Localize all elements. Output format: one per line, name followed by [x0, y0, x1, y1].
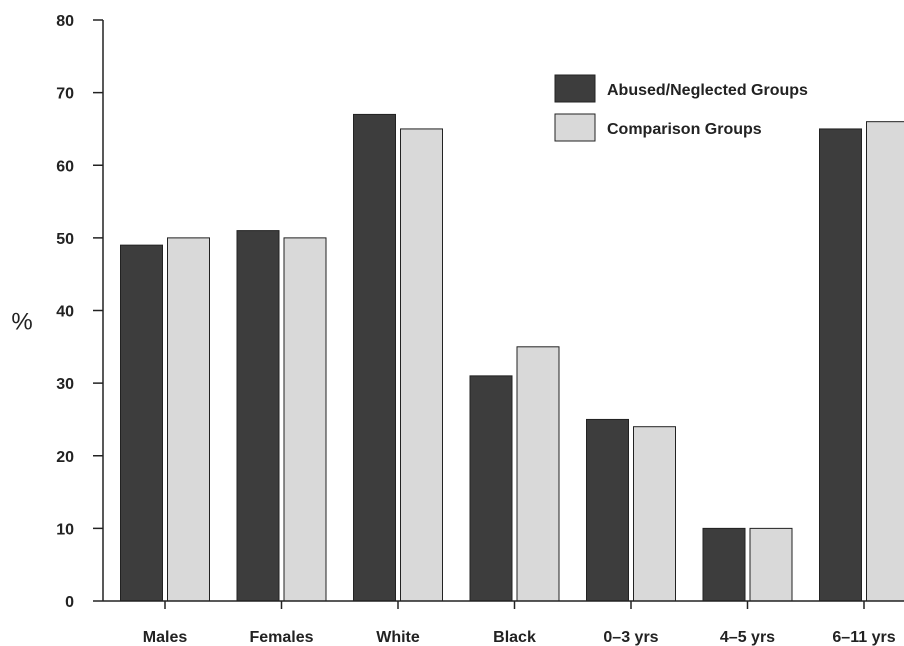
- bar-comparison-0: [167, 237, 210, 602]
- x-tick-label: White: [376, 629, 420, 646]
- y-tick-label: 80: [56, 13, 74, 30]
- bar-comparison-5: [749, 527, 793, 602]
- bar-comparison-3: [516, 346, 560, 602]
- x-tick-label: 0–3 yrs: [603, 629, 658, 646]
- legend-label-abused: Abused/Neglected Groups: [607, 82, 808, 99]
- x-tick-label: 6–11 yrs: [832, 629, 895, 646]
- y-tick-label: 20: [56, 449, 74, 466]
- y-tick-label: 40: [56, 304, 74, 321]
- bar-abused-5: [702, 527, 746, 602]
- bar-abused-3: [469, 375, 513, 602]
- plot-area: [120, 113, 904, 602]
- bar-abused-1: [236, 230, 280, 602]
- x-tick-label: Females: [249, 629, 313, 646]
- bar-comparison-2: [400, 128, 443, 602]
- x-tick-label: Black: [493, 629, 536, 646]
- bar-abused-4: [586, 418, 629, 602]
- y-tick-label: 70: [56, 86, 74, 103]
- y-tick-label: 30: [56, 376, 74, 393]
- bar-abused-2: [353, 113, 396, 602]
- bar-abused-6: [819, 128, 862, 602]
- y-axis: 0 10 20 30 40 50 60 70 80: [56, 13, 104, 611]
- y-tick-label: 60: [56, 158, 74, 175]
- bar-comparison-1: [283, 237, 327, 602]
- legend-swatch-abused: [554, 74, 596, 103]
- x-axis: Males Females White Black 0–3 yrs 4–5 yrs 6–11…: [103, 600, 904, 646]
- bar-comparison-4: [633, 426, 676, 602]
- bar-abused-0: [120, 244, 163, 602]
- y-tick-label: 0: [65, 594, 74, 611]
- legend-swatch-comparison: [554, 113, 596, 142]
- bar-comparison-6: [866, 121, 904, 602]
- y-tick-label: 10: [56, 521, 74, 538]
- x-tick-label: Males: [143, 629, 188, 646]
- legend: Abused/Neglected Groups Comparison Group…: [554, 74, 808, 142]
- y-axis-title: %: [11, 308, 32, 335]
- y-tick-label: 50: [56, 231, 74, 248]
- legend-label-comparison: Comparison Groups: [607, 121, 762, 138]
- x-tick-label: 4–5 yrs: [720, 629, 775, 646]
